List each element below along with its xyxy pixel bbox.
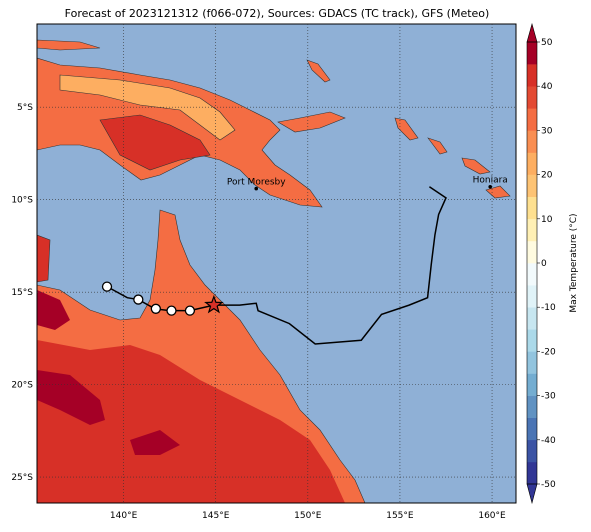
colorbar-band [527, 395, 537, 418]
colorbar-tick-label: -30 [541, 392, 556, 402]
y-tick-label: 15°S [11, 288, 33, 298]
colorbar-label: Max Temperature (°C) [569, 213, 579, 312]
colorbar-band [527, 130, 537, 153]
colorbar-band [527, 152, 537, 175]
current-position [204, 294, 224, 314]
colorbar-tick-label: 10 [541, 215, 553, 225]
x-tick-label: 145°E [202, 511, 230, 521]
x-tick-label: 140°E [110, 511, 138, 521]
colorbar-band [527, 218, 537, 242]
map-title: Forecast of 2023121312 (f066-072), Sourc… [65, 7, 490, 20]
colorbar-band [527, 64, 537, 87]
colorbar-tick-label: -50 [541, 480, 556, 490]
x-tick-label: 160°E [478, 511, 506, 521]
colorbar-tick-label: 0 [541, 259, 547, 269]
land [37, 39, 511, 503]
colorbar-tick-label: -40 [541, 436, 556, 446]
place-label: Honiara [473, 176, 508, 186]
colorbar-extend-top [526, 22, 538, 43]
colorbar-extend-bottom [526, 483, 538, 505]
y-tick-label: 25°S [11, 473, 33, 483]
colorbar-band [527, 174, 537, 197]
colorbar-band [527, 329, 537, 352]
colorbar-band [527, 108, 537, 131]
colorbar-band [527, 240, 537, 264]
colorbar-band [527, 307, 537, 330]
track-marker [133, 294, 144, 305]
colorbar-tick-label: -10 [541, 303, 556, 313]
track-marker [150, 303, 161, 314]
colorbar-tick-label: 20 [541, 171, 553, 181]
y-tick-label: 5°S [17, 103, 33, 113]
x-tick-label: 155°E [386, 511, 414, 521]
colorbar-tick-label: 50 [541, 38, 553, 48]
track-marker [166, 305, 177, 316]
y-tick-label: 10°S [11, 196, 33, 206]
colorbar-tick-label: 40 [541, 82, 553, 92]
colorbar-tick-label: -20 [541, 347, 556, 357]
place-dot [488, 184, 493, 189]
y-tick-label: 20°S [11, 381, 33, 391]
colorbar-band [527, 285, 537, 308]
colorbar-band [527, 263, 537, 286]
colorbar-band [527, 417, 537, 441]
colorbar-band [527, 439, 537, 463]
colorbar-band [527, 86, 537, 109]
colorbar-band [527, 196, 537, 220]
x-tick-label: 150°E [294, 511, 322, 521]
colorbar-band [527, 42, 537, 65]
track-marker [184, 305, 196, 316]
place-dot [254, 186, 259, 191]
colorbar-band [527, 373, 537, 396]
place-label: Port Moresby [227, 178, 286, 188]
colorbar-band [527, 351, 537, 374]
colorbar-tick-label: 30 [541, 126, 553, 136]
map-frame [36, 23, 517, 504]
track-marker [101, 281, 113, 292]
colorbar-band [527, 461, 537, 485]
